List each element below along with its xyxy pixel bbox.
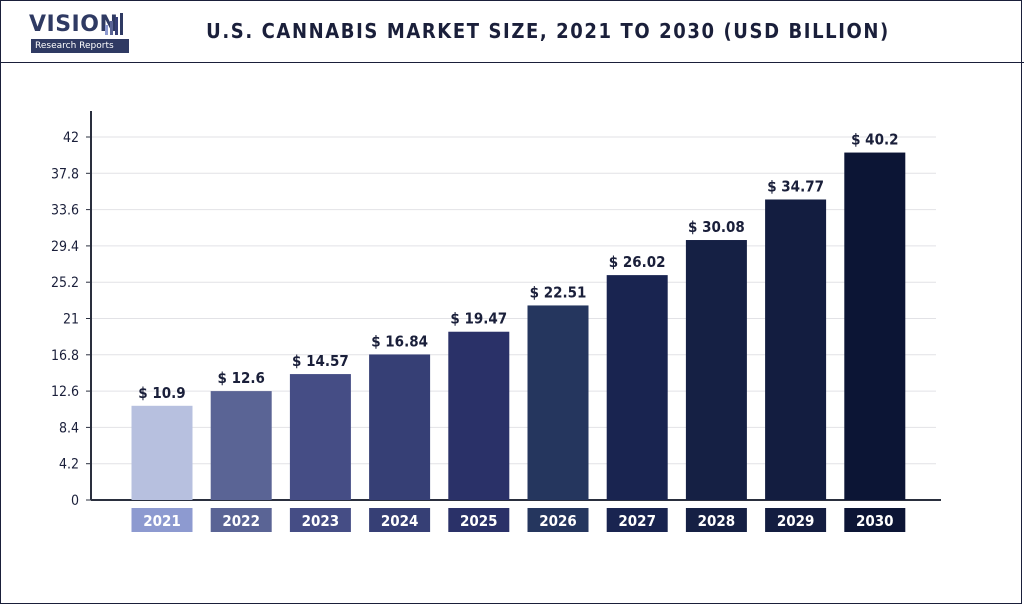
x-tick-box — [844, 508, 906, 532]
x-tick-label: 2022 — [222, 512, 260, 530]
logo-subtitle: Research Reports — [31, 39, 129, 53]
bar-value-label: $ 34.77 — [767, 177, 824, 195]
bar — [131, 405, 193, 500]
bar-value-label: $ 14.57 — [292, 352, 349, 370]
bar — [606, 275, 668, 500]
chart-title: U.S. CANNABIS MARKET SIZE, 2021 TO 2030 … — [206, 19, 890, 43]
bar-value-label: $ 22.51 — [530, 283, 587, 301]
x-tick-box — [369, 508, 431, 532]
bar — [765, 199, 827, 500]
bar-value-label: $ 12.6 — [218, 369, 265, 387]
x-tick-label: 2028 — [698, 512, 736, 530]
y-tick-label: 12.6 — [51, 384, 79, 400]
x-tick-labels: 2021 2022 2023 2024 2025 2026 2027 2028 2029 2030 — [131, 508, 906, 532]
y-tick-label: 21 — [63, 312, 79, 328]
x-tick-box — [606, 508, 668, 532]
x-tick-box — [685, 508, 747, 532]
x-tick-label: 2024 — [381, 512, 419, 530]
x-tick-box — [289, 508, 351, 532]
y-tick-labels: 0 4.2 8.4 12.6 16.8 21 25.2 29.4 33.6 37.8 42 — [51, 130, 79, 509]
y-tick-label: 4.2 — [59, 457, 79, 473]
y-tick-label: 0 — [71, 493, 79, 509]
bar-value-label: $ 40.2 — [851, 131, 898, 149]
bar-value-label: $ 10.9 — [138, 384, 185, 402]
bar — [210, 391, 272, 500]
y-tick-label: 25.2 — [51, 275, 79, 291]
bar-value-label: $ 19.47 — [450, 310, 507, 328]
y-tick-label: 33.6 — [51, 203, 79, 219]
y-tick-label: 16.8 — [51, 348, 79, 364]
x-tick-label: 2026 — [539, 512, 577, 530]
value-labels: $ 10.9 $ 12.6 $ 14.57 $ 16.84 $ 19.47 $ 22.51… — [138, 131, 898, 402]
header-bar: VISION Research Reports U.S. CANNABIS MA… — [1, 1, 1024, 63]
y-tick-label: 29.4 — [51, 239, 79, 255]
bar-value-label: $ 30.08 — [688, 218, 745, 236]
x-tick-label: 2023 — [302, 512, 340, 530]
x-tick-box — [765, 508, 827, 532]
y-tick-label: 37.8 — [51, 166, 79, 182]
x-tick-label: 2027 — [618, 512, 656, 530]
logo: VISION Research Reports — [23, 11, 131, 55]
bar — [685, 240, 747, 500]
x-tick-label: 2030 — [856, 512, 894, 530]
x-tick-box — [131, 508, 193, 532]
x-tick-box — [210, 508, 272, 532]
y-tick-label: 8.4 — [59, 420, 79, 436]
x-tick-box — [448, 508, 510, 532]
bars — [131, 152, 906, 501]
bar-value-label: $ 26.02 — [609, 253, 666, 271]
logo-bars-icon — [105, 13, 123, 35]
logo-brand-text: VISION — [29, 12, 119, 37]
bar — [844, 152, 906, 501]
x-tick-label: 2029 — [777, 512, 815, 530]
y-tick-label: 42 — [63, 130, 79, 146]
bar — [289, 374, 351, 500]
x-tick-label: 2021 — [143, 512, 181, 530]
bar — [448, 331, 510, 500]
bar — [527, 305, 589, 500]
bar-value-label: $ 16.84 — [371, 332, 428, 350]
x-tick-box — [527, 508, 589, 532]
bar — [369, 354, 431, 500]
x-tick-label: 2025 — [460, 512, 498, 530]
